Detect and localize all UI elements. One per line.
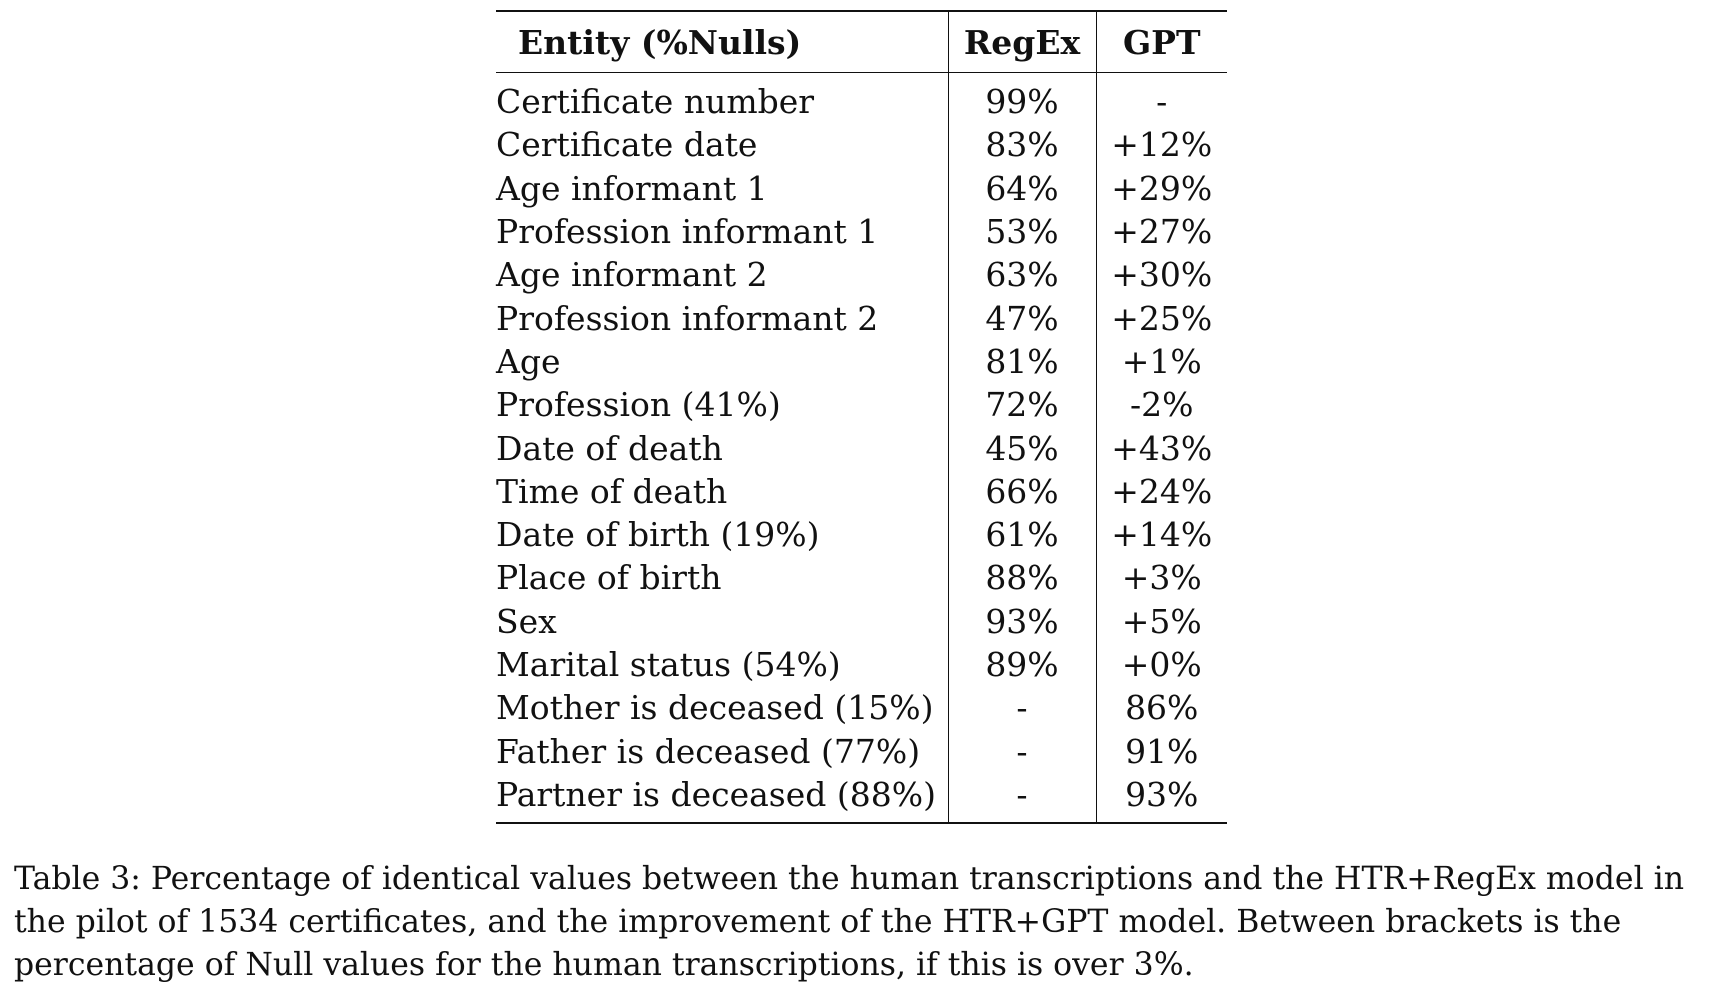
entity-cell: Marital status (54%) <box>496 645 841 684</box>
table-top-spacer <box>496 72 1227 80</box>
entity-cell: Profession (41%) <box>496 385 781 425</box>
regex-value-cell: 47% <box>947 296 1096 340</box>
entity-cell: Certificate number <box>496 82 815 122</box>
table-row: Profession informant 1 53% +27% <box>496 209 1227 254</box>
table-row: Marital status (54%) 89% +0% <box>496 642 1227 687</box>
entity-cell: Partner is deceased (88%) <box>496 774 936 814</box>
gpt-value-cell: +25% <box>1095 296 1227 340</box>
entity-cell: Mother is deceased (15%) <box>496 688 934 728</box>
table-row: Age informant 2 63% +30% <box>496 253 1227 297</box>
regex-value-cell: 88% <box>947 556 1096 600</box>
column-header-gpt: GPT <box>1095 11 1227 73</box>
table-row: Age 81% +1% <box>496 339 1227 384</box>
results-table-container: Entity (%Nulls) RegEx GPT Certificate nu… <box>496 10 1227 824</box>
regex-value-cell: 64% <box>947 166 1096 210</box>
regex-value-cell: 93% <box>947 599 1096 643</box>
table-row: Time of death 66% +24% <box>496 469 1227 513</box>
regex-value-cell: 83% <box>947 123 1096 167</box>
regex-value-cell: - <box>947 686 1096 730</box>
entity-cell: Age informant 1 <box>496 168 768 208</box>
table-row: Certificate date 83% +12% <box>496 123 1227 167</box>
table-row: Sex 93% +5% <box>496 599 1227 643</box>
gpt-value-cell: +12% <box>1095 123 1227 167</box>
regex-value-cell: 61% <box>947 512 1096 557</box>
regex-value-cell: 66% <box>947 469 1096 513</box>
gpt-value-cell: 91% <box>1095 729 1227 773</box>
table-bottom-rule <box>496 816 1227 824</box>
regex-value-cell: 53% <box>947 209 1096 254</box>
table-caption: Table 3: Percentage of identical values … <box>14 861 1685 983</box>
regex-value-cell: 72% <box>947 383 1096 427</box>
column-header-regex: RegEx <box>947 11 1096 73</box>
regex-value-cell: - <box>947 772 1096 817</box>
regex-value-cell: 99% <box>947 80 1096 124</box>
table-row: Mother is deceased (15%) -86% <box>496 686 1227 730</box>
gpt-value-cell: 93% <box>1095 772 1227 817</box>
regex-value-cell: - <box>947 729 1096 773</box>
table-row: Father is deceased (77%) -91% <box>496 729 1227 773</box>
regex-value-cell: 89% <box>947 642 1096 687</box>
regex-value-cell: 45% <box>947 426 1096 470</box>
table-row: Partner is deceased (88%) -93% <box>496 772 1227 817</box>
gpt-value-cell: +29% <box>1095 166 1227 210</box>
gpt-value-cell: +3% <box>1095 556 1227 600</box>
entity-cell: Father is deceased (77%) <box>496 731 921 771</box>
gpt-value-cell: +43% <box>1095 426 1227 470</box>
entity-cell: Sex <box>496 601 557 641</box>
entity-cell: Time of death <box>496 471 728 511</box>
gpt-value-cell: 86% <box>1095 686 1227 730</box>
entity-cell: Age informant 2 <box>496 255 768 295</box>
table-row: Profession informant 2 47% +25% <box>496 296 1227 340</box>
table-row: Date of birth (19%) 61% +14% <box>496 512 1227 557</box>
gpt-value-cell: - <box>1095 80 1227 124</box>
table-row: Profession (41%) 72% -2% <box>496 383 1227 427</box>
gpt-value-cell: +1% <box>1095 339 1227 384</box>
gpt-value-cell: +5% <box>1095 599 1227 643</box>
entity-cell: Age <box>496 341 561 381</box>
gpt-value-cell: -2% <box>1095 383 1227 427</box>
entity-cell: Profession informant 1 <box>496 212 879 252</box>
gpt-value-cell: +24% <box>1095 469 1227 513</box>
entity-cell: Date of death <box>496 428 723 468</box>
gpt-value-cell: +30% <box>1095 253 1227 297</box>
table-body: Certificate number 99% - Certificate date 83… <box>496 72 1227 824</box>
column-header-entity: Entity (%Nulls) <box>518 22 802 62</box>
gpt-value-cell: +27% <box>1095 209 1227 254</box>
table-row: Certificate number 99% - <box>496 80 1227 124</box>
entity-cell: Certificate date <box>496 125 758 165</box>
entity-cell: Profession informant 2 <box>496 298 879 338</box>
regex-value-cell: 81% <box>947 339 1096 384</box>
results-table: Entity (%Nulls) RegEx GPT Certificate nu… <box>496 10 1227 824</box>
table-row: Date of death 45% +43% <box>496 426 1227 470</box>
regex-value-cell: 63% <box>947 253 1096 297</box>
gpt-value-cell: +0% <box>1095 642 1227 687</box>
gpt-value-cell: +14% <box>1095 512 1227 557</box>
entity-cell: Date of birth (19%) <box>496 515 820 555</box>
table-row: Age informant 1 64% +29% <box>496 166 1227 210</box>
table-header-row: Entity (%Nulls) RegEx GPT <box>496 11 1227 73</box>
entity-cell: Place of birth <box>496 558 722 598</box>
table-row: Place of birth 88% +3% <box>496 556 1227 600</box>
